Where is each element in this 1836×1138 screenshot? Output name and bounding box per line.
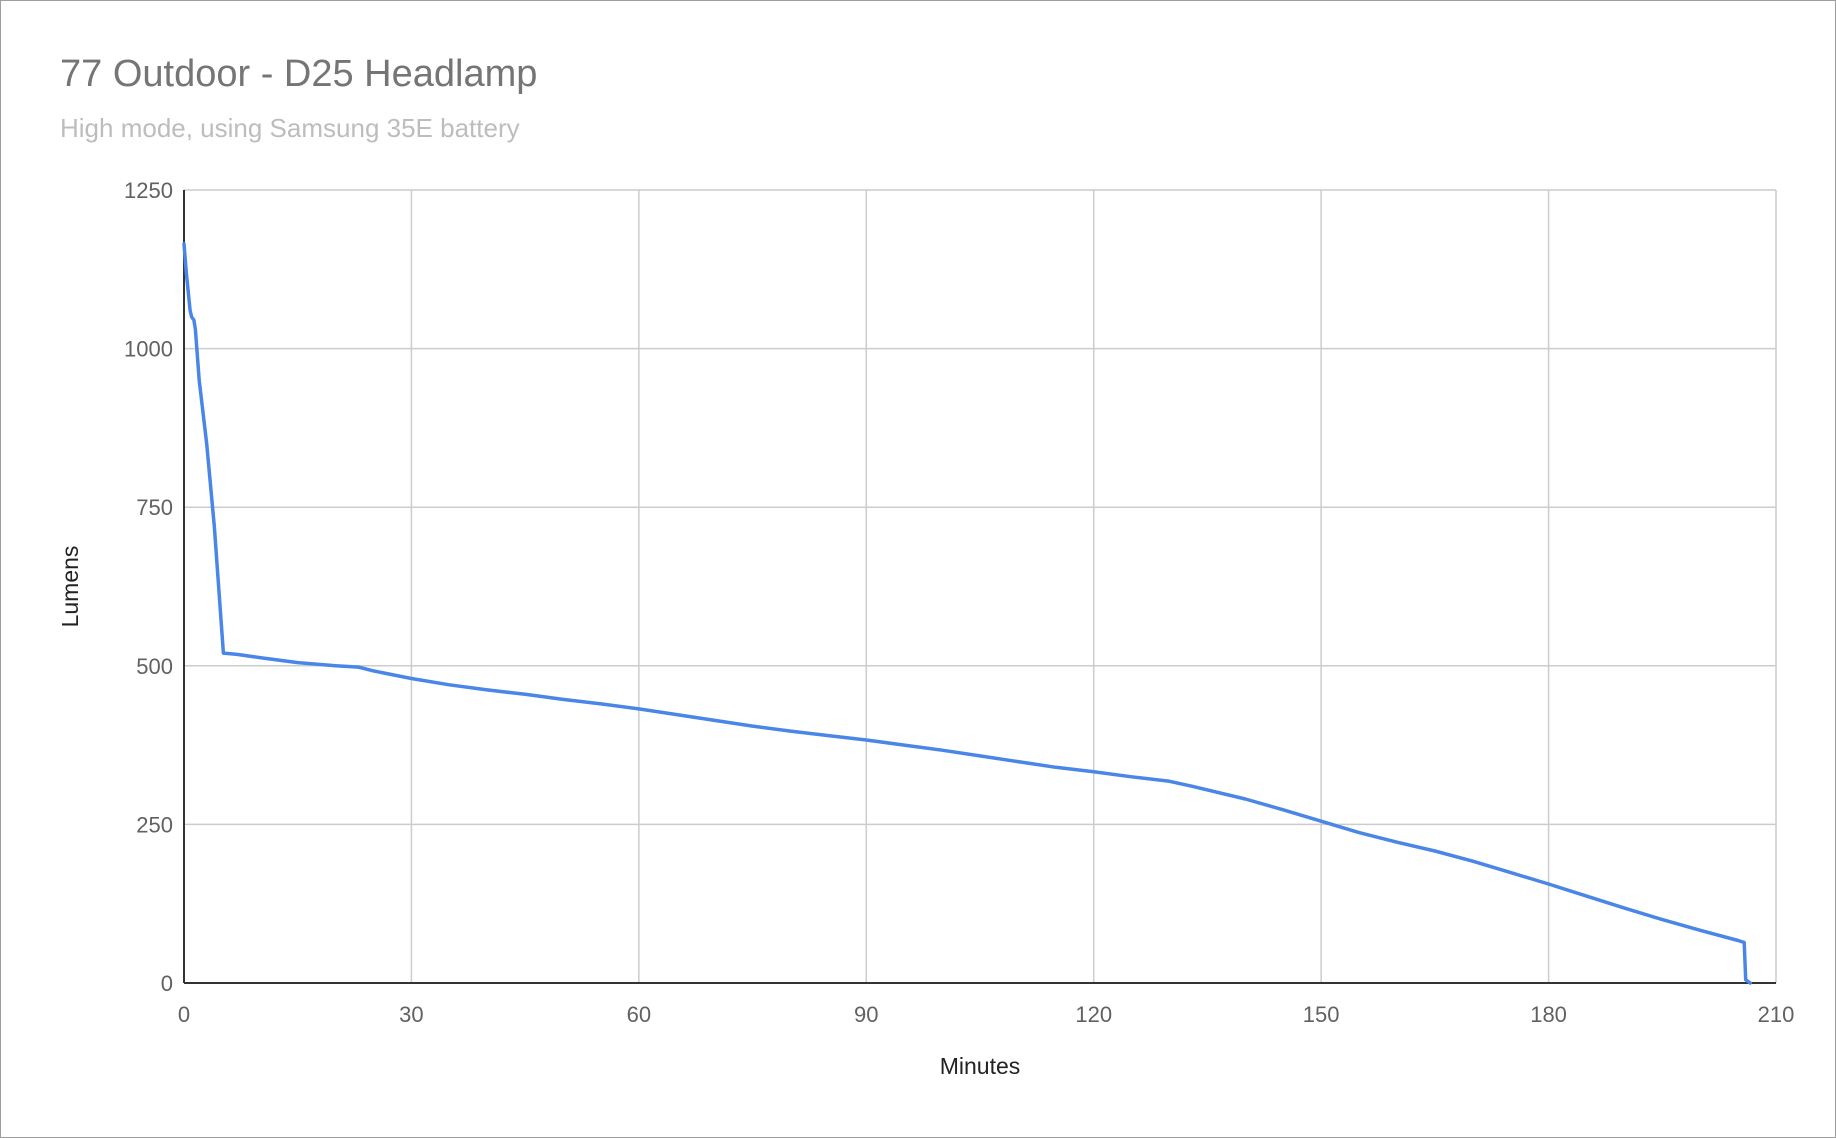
gridlines <box>183 189 1777 984</box>
x-tick-label: 90 <box>854 1002 878 1027</box>
x-tick-label: 60 <box>627 1002 651 1027</box>
x-axis-title: Minutes <box>940 1053 1021 1079</box>
series-group <box>182 242 1752 985</box>
series-line <box>182 242 1752 985</box>
y-tick-label: 1250 <box>124 178 173 203</box>
y-tick-label: 0 <box>161 971 173 996</box>
x-tick-label: 30 <box>399 1002 423 1027</box>
y-tick-label: 250 <box>136 812 173 837</box>
chart-title: 77 Outdoor - D25 Headlamp <box>60 53 538 95</box>
y-tick-label: 750 <box>136 495 173 520</box>
x-tick-label: 120 <box>1075 1002 1112 1027</box>
y-tick-label: 1000 <box>124 337 173 362</box>
x-tick-label: 210 <box>1758 1002 1795 1027</box>
x-tick-label: 0 <box>178 1002 190 1027</box>
y-axis-title: Lumens <box>57 546 83 628</box>
y-tick-label: 500 <box>136 654 173 679</box>
x-axis-ticks: 0 30 60 90 120 150 180 210 <box>178 1002 1794 1027</box>
x-tick-label: 150 <box>1303 1002 1340 1027</box>
x-tick-label: 180 <box>1530 1002 1567 1027</box>
y-axis-ticks: 0 250 500 750 1000 1250 <box>124 178 173 996</box>
chart-subtitle: High mode, using Samsung 35E battery <box>60 113 520 143</box>
